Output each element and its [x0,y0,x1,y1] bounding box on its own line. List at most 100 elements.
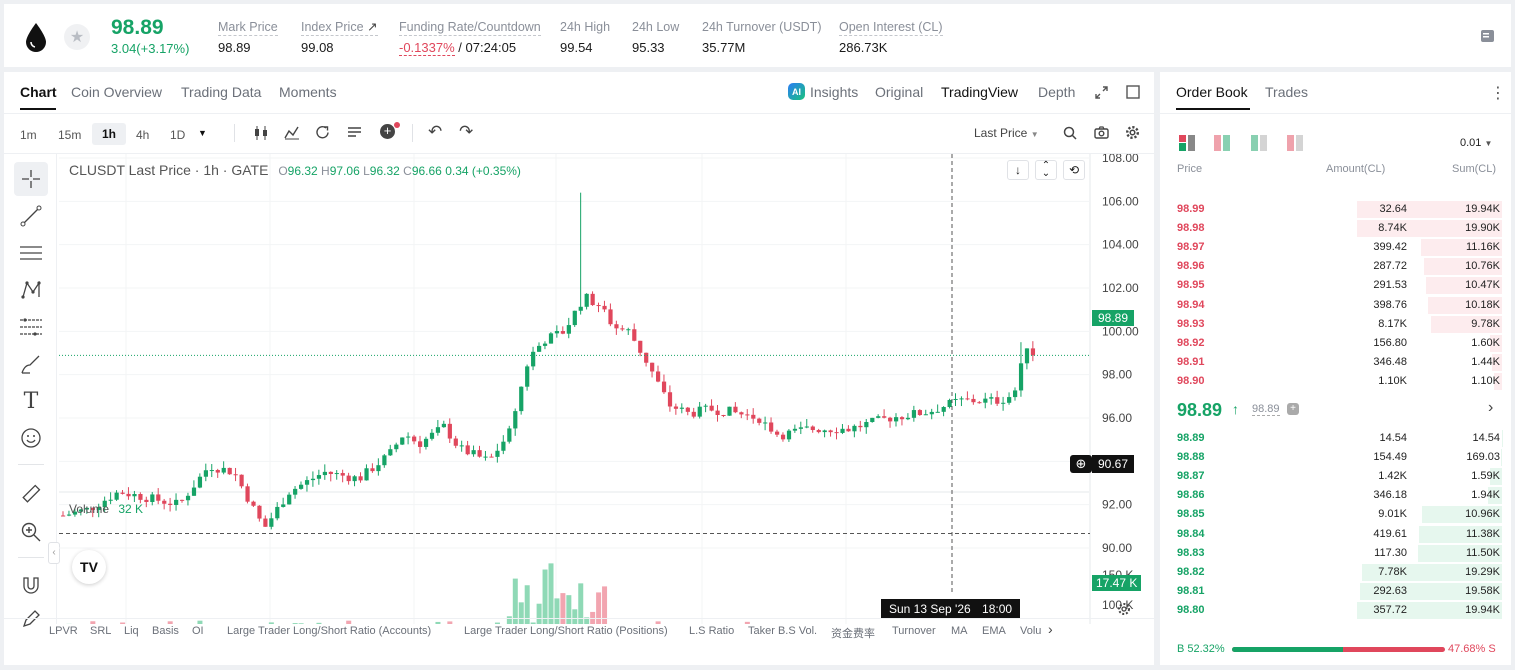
camera-icon[interactable] [1094,126,1109,139]
search-icon[interactable] [1063,126,1077,140]
add-alert-icon[interactable]: + [380,122,400,141]
tab-order-book[interactable]: Order Book [1176,84,1248,100]
bid-row[interactable]: 98.86 346.18 1.94K [1172,486,1502,505]
bid-row[interactable]: 98.85 9.01K 10.96K [1172,505,1502,524]
tab-moments[interactable]: Moments [279,84,337,100]
view-both-icon[interactable] [1179,135,1196,151]
undo-icon[interactable]: ↶ [428,122,443,141]
mode-original[interactable]: Original [875,84,924,100]
order-sum: 1.44K [1471,355,1500,368]
magnet-icon[interactable] [14,568,48,602]
fib-tool[interactable] [14,310,48,344]
ask-row[interactable]: 98.91 346.48 1.44K [1172,353,1502,371]
timeframe-15m[interactable]: 15m [58,128,82,142]
bid-row[interactable]: 98.82 7.78K 19.29K [1172,563,1502,581]
indicator-oi[interactable]: OI [192,625,204,637]
loop-icon[interactable]: ⟲ [1063,160,1085,180]
timeframe-dropdown-icon[interactable]: ▼ [198,128,207,138]
ask-row[interactable]: 98.92 156.80 1.60K [1172,334,1502,352]
stat-label[interactable]: Funding Rate/Countdown [399,20,541,36]
favorite-star-icon[interactable]: ★ [64,24,90,50]
ruler-icon[interactable] [14,477,48,511]
indicator-ma[interactable]: MA [951,625,968,637]
collapse-icon[interactable]: ⌃ ⌄ [1035,160,1057,180]
ask-row[interactable]: 98.96 287.72 10.76K [1172,257,1502,276]
ask-row[interactable]: 98.98 8.74K 19.90K [1172,219,1502,238]
horizontal-lines-tool[interactable] [14,236,48,270]
brush-tool[interactable] [14,347,48,381]
shield-icon[interactable]: + [1287,403,1299,415]
bid-row[interactable]: 98.84 419.61 11.38K [1172,525,1502,543]
bid-row[interactable]: 98.87 1.42K 1.59K [1172,467,1502,486]
view-bids-icon[interactable] [1214,135,1231,151]
ask-row[interactable]: 98.99 32.64 19.94K [1172,200,1502,218]
indicator-funding-rate[interactable]: 资金费率 [831,628,875,640]
more-vertical-icon[interactable]: ⋮ [1490,85,1506,102]
bid-row[interactable]: 98.88 154.49 169.03 [1172,448,1502,467]
crosshair-add-icon[interactable]: ⊕ [1070,455,1092,473]
view-sells-icon[interactable] [1287,135,1304,151]
candle-type-icon[interactable] [253,126,269,140]
ask-row[interactable]: 98.93 8.17K 9.78K [1172,315,1502,333]
timeframe-4h[interactable]: 4h [136,128,150,142]
ask-row[interactable]: 98.94 398.76 10.18K [1172,296,1502,314]
expand-icon[interactable] [1095,86,1108,99]
tab-chart[interactable]: Chart [20,84,57,100]
indicator-basis[interactable]: Basis [152,625,179,637]
timeframe-1m[interactable]: 1m [20,128,37,142]
pencil-lock-icon[interactable] [14,606,48,632]
ask-row[interactable]: 98.95 291.53 10.47K [1172,276,1502,295]
text-tool[interactable]: T [23,388,39,414]
indicator-lpvr[interactable]: LPVR [49,625,78,637]
redo-icon[interactable]: ↷ [459,122,474,141]
indicator-ema[interactable]: EMA [982,625,1006,637]
ask-row[interactable]: 98.90 1.10K 1.10K [1172,372,1502,390]
ask-row[interactable]: 98.97 399.42 11.16K [1172,238,1502,257]
axis-settings-icon[interactable] [1117,602,1131,616]
indicator-turnover[interactable]: Turnover [892,625,936,637]
emoji-icon[interactable] [14,421,48,455]
price-type-select[interactable]: Last Price ▼ [974,126,1039,140]
view-asks-icon[interactable] [1251,135,1268,151]
indicator-srl[interactable]: SRL [90,625,112,637]
window-icon[interactable] [1126,85,1140,99]
tab-trading-data[interactable]: Trading Data [181,84,262,100]
arrow-down-icon[interactable]: ↓ [1007,160,1029,180]
stat-label[interactable]: Open Interest (CL) [839,20,943,36]
tab-trades[interactable]: Trades [1265,84,1309,100]
bid-row[interactable]: 98.89 14.54 14.54 [1172,429,1502,447]
zoom-in-icon[interactable] [14,515,48,549]
mode-depth[interactable]: Depth [1038,84,1076,100]
crosshair-tool[interactable] [14,162,48,196]
timeframe-1d[interactable]: 1D [170,128,186,142]
tab-coin-overview[interactable]: Coin Overview [71,84,163,100]
templates-icon[interactable] [347,126,362,139]
stat-label[interactable]: Mark Price [218,20,278,36]
candlestick-chart[interactable]: 108.00 106.00 104.00 102.00 100.00 98.00 96.00… [59,154,1154,624]
external-arrow-icon[interactable]: ↗ [367,20,378,34]
indicators-icon[interactable] [284,126,300,140]
collapse-toolbar-icon[interactable]: ‹ [48,542,60,564]
timeframe-1h[interactable]: 1h [92,123,127,145]
indicator-ls-ratio[interactable]: L.S Ratio [689,625,735,637]
bid-row[interactable]: 98.81 292.63 19.58K [1172,582,1502,600]
mode-tradingview[interactable]: TradingView [941,84,1019,100]
bid-row[interactable]: 98.83 117.30 11.50K [1172,544,1502,562]
indicator-volume[interactable]: Volu [1020,625,1042,637]
indicator-liq[interactable]: Liq [124,625,139,637]
indicator-ls-positions[interactable]: Large Trader Long/Short Ratio (Positions… [464,625,668,637]
indicator-taker-vol[interactable]: Taker B.S Vol. [748,625,818,637]
indicators-next-icon[interactable]: › [1048,621,1053,637]
notebook-icon[interactable] [1480,29,1495,43]
bid-row[interactable]: 98.80 357.72 19.94K [1172,601,1502,619]
indicator-ls-accounts[interactable]: Large Trader Long/Short Ratio (Accounts) [227,625,432,637]
compare-icon[interactable] [315,125,330,140]
trend-line-tool[interactable] [14,199,48,233]
order-amount: 346.18 [1373,489,1407,502]
settings-gear-icon[interactable] [1125,125,1140,140]
stat-label[interactable]: Index Price ↗ [301,19,378,36]
precision-select[interactable]: 0.01 ▼ [1460,137,1492,149]
pattern-tool[interactable] [14,273,48,307]
insights-button[interactable]: AI Insights [788,83,858,100]
chevron-right-icon[interactable]: › [1488,399,1494,416]
